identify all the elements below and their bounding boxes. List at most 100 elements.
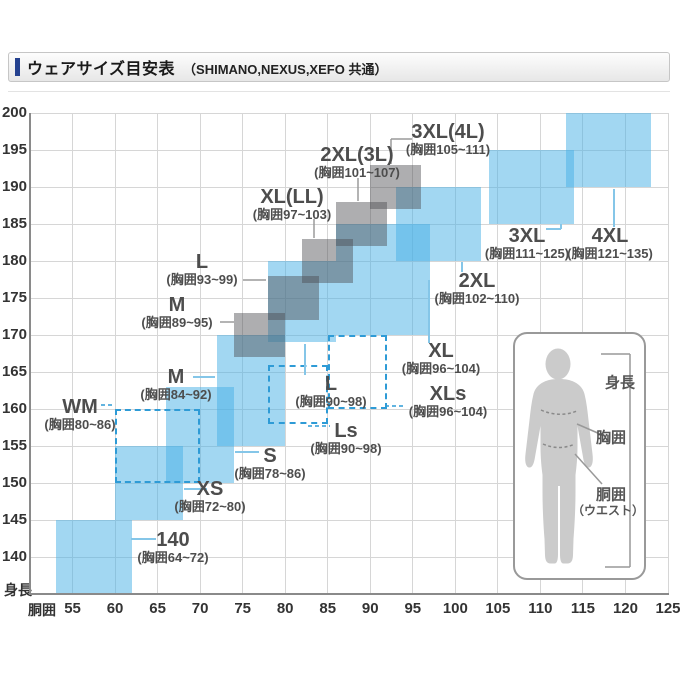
size-chest-range-m-gray: (胸囲89~95) — [141, 315, 213, 330]
page-subtitle: （SHIMANO,NEXUS,XEFO 共通） — [183, 61, 388, 77]
gridline-x-90 — [369, 113, 371, 594]
x-tick-label-110: 110 — [528, 600, 553, 617]
x-axis-label: 胴囲 — [28, 602, 56, 618]
size-label-m-gray: M (胸囲89~95) — [141, 295, 212, 330]
x-tick-label-95: 95 — [404, 600, 422, 617]
size-name-ls: Ls — [334, 420, 358, 442]
figure-waist-sub-label: （ウエスト） — [571, 503, 645, 518]
size-box-m-gray — [234, 312, 286, 358]
y-tick-label-150: 150 — [1, 474, 27, 491]
height-bracket — [601, 353, 631, 568]
size-label-2xl-3l: 2XL(3L) (胸囲101~107) — [314, 145, 400, 180]
gridline-y-195 — [30, 149, 668, 151]
size-label-xl: XL (胸囲96~104) — [402, 341, 480, 376]
gridline-x-65 — [157, 113, 159, 594]
x-tick-label-80: 80 — [276, 600, 294, 617]
gridline-y-165 — [30, 371, 668, 373]
gridline-x-70 — [199, 113, 201, 594]
size-chest-range-m: (胸囲84~92) — [140, 387, 212, 402]
size-name-m-gray: M — [168, 294, 186, 316]
body-figure-panel: 身長 胸囲 胴囲 （ウエスト） — [513, 332, 646, 580]
gridline-y-145 — [30, 519, 668, 521]
size-label-l-gray: L (胸囲93~99) — [166, 252, 237, 287]
size-box-xls — [327, 335, 388, 409]
x-tick-label-75: 75 — [234, 600, 251, 617]
y-tick-label-195: 195 — [1, 141, 27, 158]
size-label-ls: Ls (胸囲90~98) — [310, 421, 381, 456]
size-chest-range-wm: (胸囲80~86) — [44, 417, 116, 432]
size-label-2xl: 2XL (胸囲102~110) — [435, 271, 520, 306]
size-box-2xl-3l — [336, 201, 388, 247]
size-name-xls: XLs — [429, 383, 467, 405]
y-tick-label-180: 180 — [1, 252, 27, 269]
size-chest-range-xls: (胸囲96~104) — [408, 404, 488, 419]
size-chest-range-3xl: (胸囲111~125) — [484, 246, 570, 261]
size-box-l-gray — [268, 275, 320, 321]
size-name-xs: XS — [196, 478, 224, 500]
gridline-x-95 — [412, 113, 414, 594]
size-name-wm: WM — [62, 396, 98, 418]
gridline-y-150 — [30, 482, 668, 484]
y-tick-label-200: 200 — [1, 104, 27, 121]
y-tick-label-165: 165 — [1, 363, 27, 380]
gridline-x-125 — [667, 113, 669, 594]
y-tick-label-145: 145 — [1, 511, 27, 528]
size-chest-range-ls: (胸囲90~98) — [310, 441, 382, 456]
size-chest-range-2xl-3l: (胸囲101~107) — [314, 165, 400, 180]
x-tick-label-65: 65 — [149, 600, 166, 617]
x-tick-label-70: 70 — [191, 600, 209, 617]
y-tick-label-140: 140 — [1, 548, 27, 565]
size-box-ls — [268, 364, 328, 424]
x-tick-label-105: 105 — [485, 600, 511, 617]
size-label-4xl: 4XL (胸囲121~135) — [567, 226, 653, 261]
y-tick-label-185: 185 — [1, 215, 27, 232]
x-axis-line — [29, 593, 669, 595]
size-label-140: 140 (胸囲64~72) — [137, 530, 208, 565]
size-chest-range-l-gray: (胸囲93~99) — [166, 272, 238, 287]
y-axis-label: 身長 — [4, 582, 32, 598]
chest-measure-line — [540, 409, 578, 415]
size-label-3xl: 3XL (胸囲111~125) — [485, 226, 569, 261]
size-label-wm: WM (胸囲80~86) — [44, 397, 115, 432]
page-title: ウェアサイズ目安表 — [27, 61, 176, 78]
x-tick-label-90: 90 — [361, 600, 379, 617]
size-chest-range-xl-ll: (胸囲97~103) — [252, 207, 332, 222]
x-tick-label-60: 60 — [106, 600, 124, 617]
gridline-y-200 — [30, 112, 668, 114]
size-chest-range-xl: (胸囲96~104) — [401, 361, 481, 376]
x-tick-label-115: 115 — [570, 600, 596, 617]
x-tick-label-125: 125 — [655, 600, 680, 617]
size-chest-range-2xl: (胸囲102~110) — [434, 291, 520, 306]
gridline-y-140 — [30, 556, 668, 558]
size-label-xs: XS (胸囲72~80) — [174, 479, 245, 514]
gridline-x-100 — [454, 113, 456, 594]
header-divider — [8, 91, 670, 92]
size-name-l: L — [324, 373, 338, 395]
size-chest-range-xs: (胸囲72~80) — [174, 499, 246, 514]
size-name-3xl-4l: 3XL(4L) — [411, 121, 485, 143]
size-label-m: M (胸囲84~92) — [140, 367, 211, 402]
gridline-y-190 — [30, 186, 668, 188]
waist-measure-line — [542, 443, 576, 449]
y-axis-line — [29, 113, 31, 595]
size-name-4xl: 4XL — [591, 225, 629, 247]
size-name-xl: XL — [428, 340, 454, 362]
size-label-3xl-4l: 3XL(4L) (胸囲105~111) — [406, 122, 490, 157]
size-name-s: S — [263, 445, 277, 467]
size-name-m: M — [167, 366, 185, 388]
x-tick-label-85: 85 — [319, 600, 337, 617]
y-tick-label-190: 190 — [1, 178, 27, 195]
size-name-xl-ll: XL(LL) — [260, 186, 324, 208]
size-box-wm — [115, 409, 201, 483]
x-tick-label-100: 100 — [442, 600, 468, 617]
size-chest-range-3xl-4l: (胸囲105~111) — [405, 142, 491, 157]
size-box-4xl — [565, 113, 651, 187]
y-tick-label-160: 160 — [1, 400, 27, 417]
gridline-x-80 — [284, 113, 286, 594]
size-name-2xl-3l: 2XL(3L) — [320, 144, 394, 166]
size-chest-range-l: (胸囲90~98) — [295, 394, 367, 409]
size-box-140 — [55, 520, 133, 594]
size-name-2xl: 2XL — [458, 270, 496, 292]
figure-height-label: 身長 — [604, 374, 636, 392]
